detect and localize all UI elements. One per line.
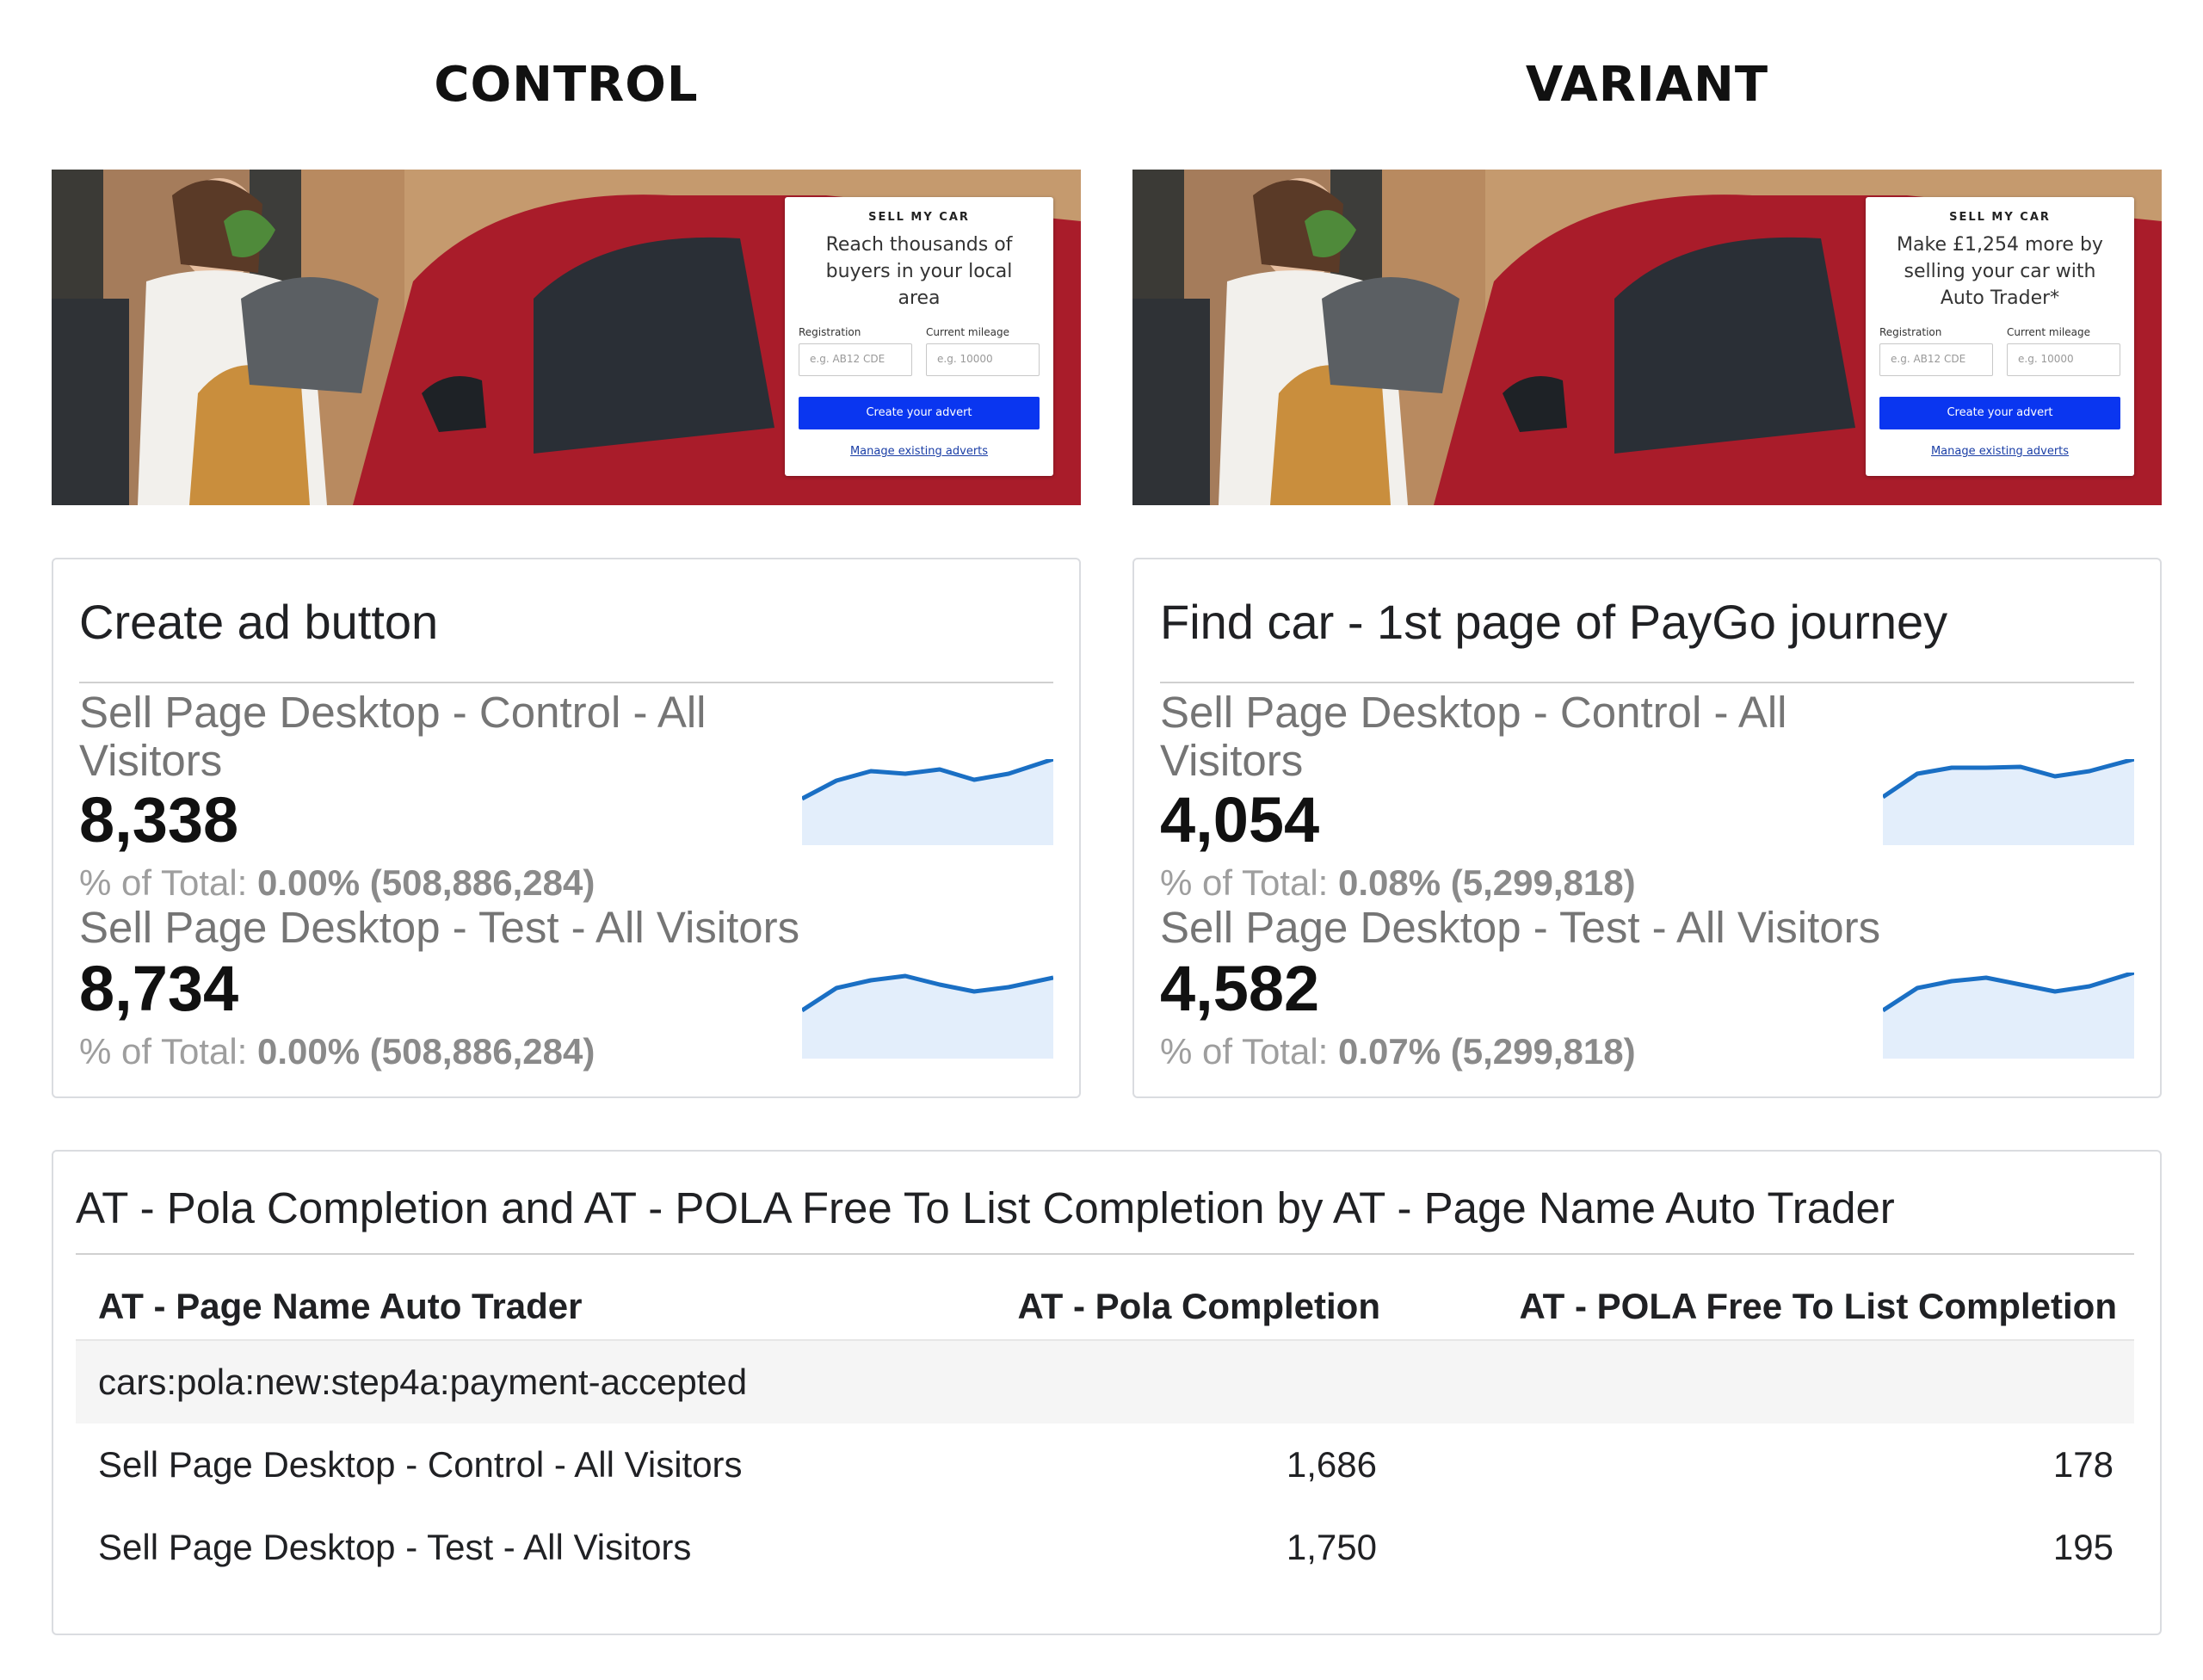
mileage-label: Current mileage xyxy=(926,326,1009,338)
metric-value-control: 4,054 xyxy=(1160,784,1320,855)
divider xyxy=(79,682,1053,683)
create-advert-button[interactable]: Create your advert xyxy=(799,397,1040,429)
column-header-pola-completion[interactable]: AT - Pola Completion xyxy=(1017,1286,1380,1326)
manage-adverts-link[interactable]: Manage existing adverts xyxy=(849,445,989,458)
row-pola-completion: 1,686 xyxy=(1286,1444,1377,1485)
completion-table-panel: AT - Pola Completion and AT - POLA Free … xyxy=(52,1150,2162,1635)
metric-value-control: 8,338 xyxy=(79,784,239,855)
mileage-label: Current mileage xyxy=(2007,326,2090,338)
row-free-to-list-completion: 195 xyxy=(2052,1527,2114,1567)
percent-of-total-control: % of Total: 0.08% (5,299,818) xyxy=(1160,862,1636,904)
pct-value: 0.08% xyxy=(1338,862,1441,903)
row-page-name: Sell Page Desktop - Control - All Visito… xyxy=(98,1444,743,1485)
sparkline-test-segment xyxy=(802,973,1053,1059)
pct-prefix: % of Total: xyxy=(1160,1031,1339,1072)
sell-card-headline: Reach thousands of buyers in your local … xyxy=(825,234,1013,309)
percent-of-total-test: % of Total: 0.07% (5,299,818) xyxy=(1160,1031,1636,1072)
mileage-input[interactable]: e.g. 10000 xyxy=(2007,343,2120,376)
segment-label-test: Sell Page Desktop - Test - All Visitors xyxy=(79,903,800,952)
scorecard-panel-control: Create ad button Sell Page Desktop - Con… xyxy=(52,558,1081,1098)
hero-banner-control: SELL MY CAR Reach thousands of buyers in… xyxy=(52,170,1081,505)
row-page-name: Sell Page Desktop - Test - All Visitors xyxy=(98,1527,692,1567)
sell-card-eyebrow: SELL MY CAR xyxy=(868,211,970,224)
sell-card-eyebrow: SELL MY CAR xyxy=(1949,211,2051,224)
table-row: Sell Page Desktop - Test - All Visitors … xyxy=(76,1506,2134,1589)
table-row: Sell Page Desktop - Control - All Visito… xyxy=(76,1424,2134,1506)
percent-of-total-control: % of Total: 0.00% (508,886,284) xyxy=(79,862,595,904)
table-row: cars:pola:new:step4a:payment-accepted xyxy=(76,1339,2134,1424)
variant-heading: VARIANT xyxy=(1525,57,1769,113)
table-title: AT - Pola Completion and AT - POLA Free … xyxy=(76,1183,1895,1232)
column-header-free-to-list-completion[interactable]: AT - POLA Free To List Completion xyxy=(1519,1286,2117,1326)
metric-value-test: 4,582 xyxy=(1160,953,1320,1024)
registration-label: Registration xyxy=(799,326,861,338)
segment-label-control: Sell Page Desktop - Control - All Visito… xyxy=(1160,688,1787,785)
metric-value-test: 8,734 xyxy=(79,953,239,1024)
mileage-input[interactable]: e.g. 10000 xyxy=(926,343,1040,376)
scorecard-title: Find car - 1st page of PayGo journey xyxy=(1160,595,1948,649)
manage-adverts-link[interactable]: Manage existing adverts xyxy=(1930,445,2070,458)
pct-total-value: (508,886,284) xyxy=(369,1031,595,1072)
column-header-page-name[interactable]: AT - Page Name Auto Trader xyxy=(98,1286,583,1326)
control-heading: CONTROL xyxy=(434,57,699,113)
pct-value: 0.00% xyxy=(257,862,361,903)
sparkline-test-segment xyxy=(1883,973,2134,1059)
pct-total-value: (5,299,818) xyxy=(1450,862,1636,903)
pct-prefix: % of Total: xyxy=(79,1031,258,1072)
percent-of-total-test: % of Total: 0.00% (508,886,284) xyxy=(79,1031,595,1072)
sell-my-car-card: SELL MY CAR Reach thousands of buyers in… xyxy=(785,197,1053,476)
divider xyxy=(76,1253,2134,1255)
row-free-to-list-completion: 178 xyxy=(2052,1444,2114,1485)
scorecard-title: Create ad button xyxy=(79,595,439,649)
sell-my-car-card: SELL MY CAR Make £1,254 more by selling … xyxy=(1866,197,2134,476)
registration-label: Registration xyxy=(1879,326,1942,338)
scorecard-panel-variant: Find car - 1st page of PayGo journey Sel… xyxy=(1132,558,2162,1098)
segment-label-test: Sell Page Desktop - Test - All Visitors xyxy=(1160,903,1881,952)
pct-prefix: % of Total: xyxy=(79,862,258,903)
registration-input[interactable]: e.g. AB12 CDE xyxy=(799,343,912,376)
pct-total-value: (5,299,818) xyxy=(1450,1031,1636,1072)
sell-card-headline: Make £1,254 more by selling your car wit… xyxy=(1897,234,2103,309)
registration-input[interactable]: e.g. AB12 CDE xyxy=(1879,343,1993,376)
pct-value: 0.07% xyxy=(1338,1031,1441,1072)
create-advert-button[interactable]: Create your advert xyxy=(1879,397,2120,429)
segment-label-control: Sell Page Desktop - Control - All Visito… xyxy=(79,688,707,785)
sparkline-control-segment xyxy=(1883,759,2134,845)
row-page-name: cars:pola:new:step4a:payment-accepted xyxy=(98,1362,748,1402)
hero-banner-variant: SELL MY CAR Make £1,254 more by selling … xyxy=(1132,170,2162,505)
pct-value: 0.00% xyxy=(257,1031,361,1072)
pct-total-value: (508,886,284) xyxy=(369,862,595,903)
pct-prefix: % of Total: xyxy=(1160,862,1339,903)
row-pola-completion: 1,750 xyxy=(1286,1527,1377,1567)
divider xyxy=(1160,682,2134,683)
sparkline-control-segment xyxy=(802,759,1053,845)
